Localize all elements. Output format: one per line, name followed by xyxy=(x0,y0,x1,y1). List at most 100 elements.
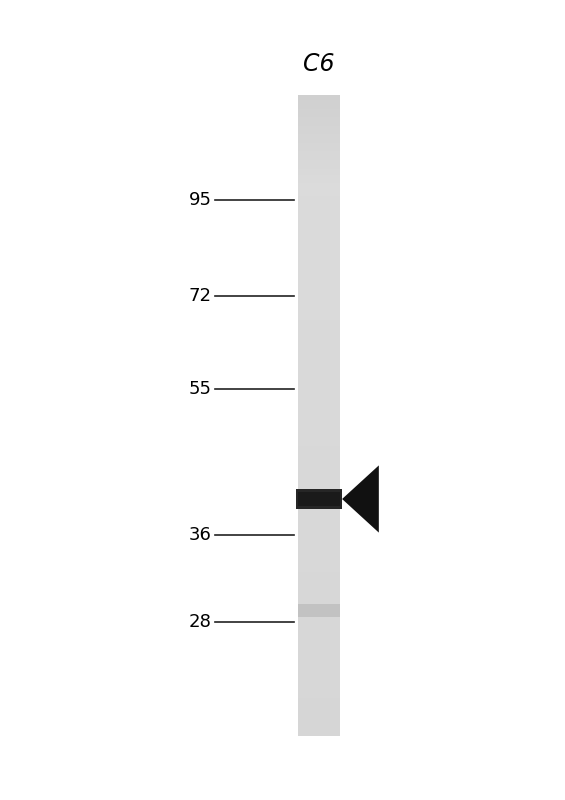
Bar xyxy=(298,379,340,382)
Bar xyxy=(298,140,340,143)
Bar xyxy=(298,618,340,621)
Bar xyxy=(298,706,340,708)
Bar xyxy=(298,366,340,369)
Bar xyxy=(298,430,340,433)
Bar xyxy=(298,373,340,375)
Polygon shape xyxy=(342,466,379,533)
Bar xyxy=(298,616,340,618)
Bar xyxy=(298,330,340,333)
Text: 28: 28 xyxy=(189,614,212,631)
Bar xyxy=(298,112,340,115)
Bar xyxy=(298,626,340,630)
Bar xyxy=(298,456,340,458)
Bar xyxy=(298,630,340,634)
Bar xyxy=(298,703,340,706)
Bar xyxy=(298,588,340,591)
Bar xyxy=(298,266,340,269)
Bar xyxy=(298,475,340,478)
Bar xyxy=(298,202,340,205)
Text: 55: 55 xyxy=(189,380,212,398)
Bar xyxy=(298,714,340,717)
Bar xyxy=(298,488,340,490)
Bar xyxy=(298,678,340,681)
Bar xyxy=(298,223,340,226)
Bar xyxy=(298,722,340,726)
Bar xyxy=(298,473,340,476)
Bar xyxy=(298,707,340,710)
Bar xyxy=(298,522,340,525)
Bar xyxy=(298,251,340,254)
Bar xyxy=(298,620,340,623)
Bar xyxy=(298,582,340,585)
Bar xyxy=(298,347,340,350)
Bar xyxy=(298,398,340,401)
Text: 36: 36 xyxy=(189,526,212,545)
Bar xyxy=(298,710,340,713)
Bar xyxy=(298,460,340,463)
Bar xyxy=(298,118,340,122)
Bar xyxy=(298,221,340,224)
Bar xyxy=(298,650,340,653)
Bar xyxy=(298,358,340,361)
Bar xyxy=(298,198,340,201)
Bar xyxy=(298,586,340,589)
Bar xyxy=(298,136,340,138)
Bar xyxy=(298,396,340,399)
Bar xyxy=(298,255,340,258)
Bar xyxy=(298,652,340,655)
Bar xyxy=(298,492,340,495)
Bar xyxy=(298,234,340,237)
Bar xyxy=(298,117,340,119)
Bar xyxy=(298,326,340,329)
Bar xyxy=(298,611,340,614)
Bar xyxy=(298,182,340,186)
Bar xyxy=(298,426,340,429)
Bar xyxy=(298,486,340,489)
Bar xyxy=(298,509,340,512)
Bar xyxy=(298,185,340,188)
Bar xyxy=(298,518,340,521)
Bar xyxy=(298,364,340,367)
Bar xyxy=(298,554,340,557)
Bar xyxy=(298,108,340,111)
Bar xyxy=(298,259,340,262)
Bar xyxy=(298,328,340,330)
Bar xyxy=(298,579,340,582)
Bar xyxy=(298,338,340,342)
Bar xyxy=(298,686,340,689)
Bar xyxy=(298,166,340,169)
Bar xyxy=(298,405,340,407)
Bar xyxy=(298,447,340,450)
Bar xyxy=(298,496,340,499)
Bar xyxy=(298,406,340,410)
Bar xyxy=(298,624,340,627)
Bar xyxy=(298,605,340,608)
Bar xyxy=(298,505,340,508)
Bar xyxy=(298,277,340,279)
Bar xyxy=(298,360,340,362)
Bar xyxy=(298,667,340,670)
Bar xyxy=(298,629,340,631)
Bar xyxy=(298,232,340,234)
Bar xyxy=(298,482,340,484)
Bar xyxy=(298,102,340,105)
Bar xyxy=(298,546,340,548)
Bar xyxy=(298,665,340,668)
Bar xyxy=(298,534,340,538)
Bar xyxy=(298,127,340,130)
Bar xyxy=(298,159,340,162)
Bar xyxy=(298,537,340,540)
Bar xyxy=(298,206,340,209)
Bar xyxy=(298,560,340,563)
Bar xyxy=(298,402,340,406)
Bar xyxy=(298,104,340,106)
Bar xyxy=(298,492,340,506)
Bar xyxy=(298,274,340,278)
Bar xyxy=(298,413,340,416)
Text: 95: 95 xyxy=(189,191,212,209)
Bar xyxy=(298,298,340,301)
Bar xyxy=(298,106,340,109)
Bar xyxy=(298,729,340,732)
Bar xyxy=(298,569,340,572)
Bar xyxy=(298,464,340,467)
